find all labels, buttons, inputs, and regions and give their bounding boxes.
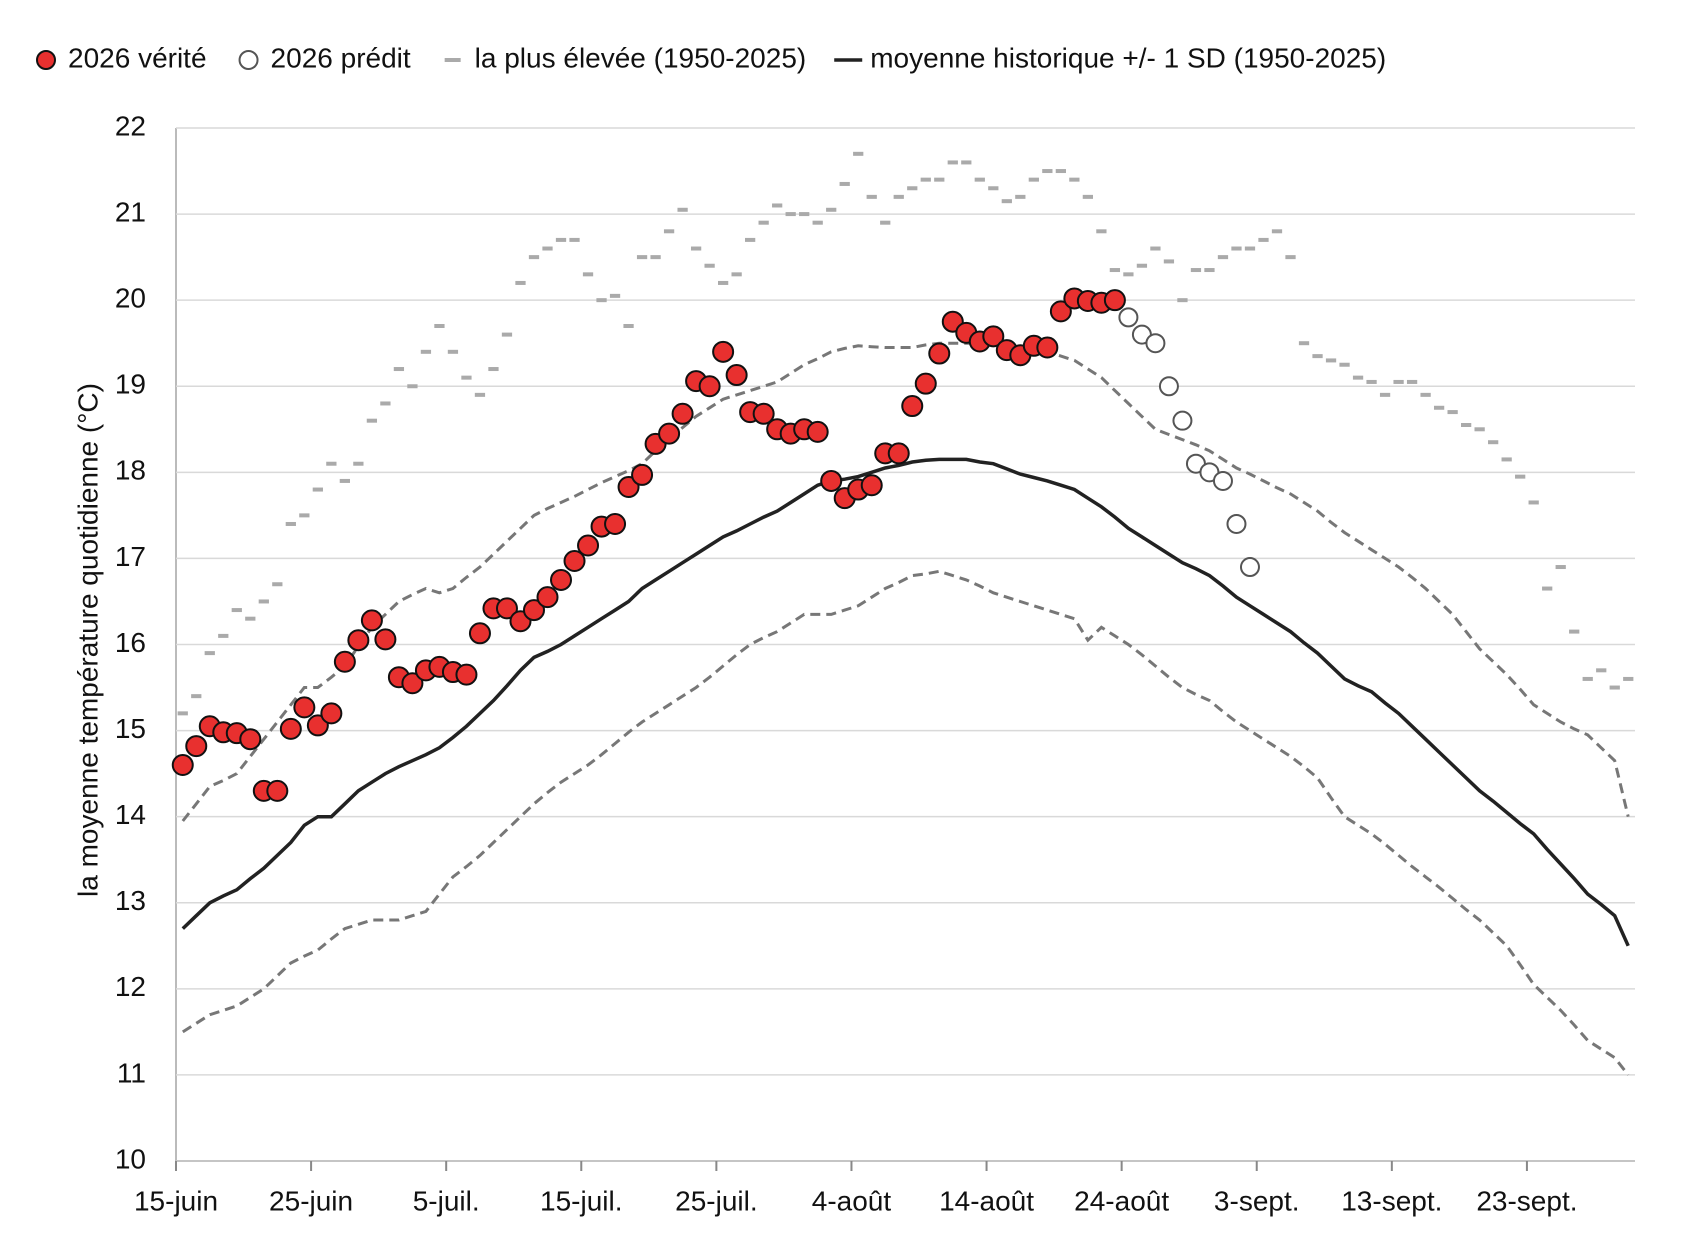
sd-line <box>181 341 1630 822</box>
predicted-point <box>1239 557 1260 578</box>
legend-symbol <box>36 50 56 70</box>
data-point <box>536 586 559 609</box>
x-tick-label: 25-juil. <box>675 1185 757 1216</box>
legend-label: la plus élevée (1950-2025) <box>475 42 807 73</box>
predicted-point <box>1118 307 1139 328</box>
predicted-point <box>1226 513 1247 534</box>
data-point <box>293 696 316 719</box>
data-point <box>577 534 600 557</box>
data-point <box>360 609 383 632</box>
data-point <box>671 402 694 425</box>
x-tick-label: 23-sept. <box>1476 1185 1577 1216</box>
y-tick-label: 12 <box>115 971 146 1002</box>
data-point <box>495 597 518 620</box>
data-point <box>928 342 951 365</box>
mean-line <box>181 457 1630 947</box>
x-tick-label: 4-août <box>812 1185 892 1216</box>
predicted-point <box>1158 376 1179 397</box>
data-point <box>752 402 775 425</box>
data-point <box>266 779 289 802</box>
data-point <box>860 474 883 497</box>
sd-line <box>181 569 1630 1076</box>
x-tick-label: 24-août <box>1074 1185 1169 1216</box>
legend-label: 2026 prédit <box>271 42 411 73</box>
x-tick-label: 15-juil. <box>540 1185 622 1216</box>
data-point <box>320 702 343 725</box>
lines-layer <box>177 151 1634 1076</box>
y-tick-label: 16 <box>115 627 146 658</box>
y-tick-label: 22 <box>115 110 146 141</box>
data-point <box>550 568 573 591</box>
y-tick-label: 19 <box>115 369 146 400</box>
y-tick-label: 20 <box>115 283 146 314</box>
grid-layer <box>175 127 1635 1171</box>
y-tick-label: 11 <box>117 1057 146 1088</box>
data-point <box>604 512 627 535</box>
data-point <box>455 663 478 686</box>
data-point <box>239 728 262 751</box>
data-point <box>806 420 829 443</box>
y-tick-label: 17 <box>115 541 146 572</box>
x-tick-label: 13-sept. <box>1341 1185 1442 1216</box>
data-point <box>1036 336 1059 359</box>
data-point <box>820 469 843 492</box>
data-point <box>468 622 491 645</box>
x-tick-label: 25-juin <box>269 1185 353 1216</box>
legend-symbol <box>238 50 259 70</box>
predicted-point <box>1172 410 1193 431</box>
data-point <box>982 325 1005 348</box>
data-point <box>1049 300 1072 323</box>
x-tick-label: 3-sept. <box>1214 1185 1300 1216</box>
data-point <box>1103 289 1126 312</box>
data-point <box>306 714 329 737</box>
x-tick-label: 14-août <box>939 1185 1034 1216</box>
data-point <box>725 364 748 387</box>
data-point <box>171 754 194 777</box>
data-point <box>401 672 424 695</box>
marks-layer <box>171 287 1260 802</box>
data-point <box>712 340 735 363</box>
data-point <box>698 375 721 398</box>
data-point <box>914 372 937 395</box>
predicted-point <box>1212 470 1233 491</box>
data-point <box>185 735 208 758</box>
data-point <box>374 628 397 651</box>
y-tick-label: 10 <box>115 1143 146 1174</box>
data-point <box>617 475 640 498</box>
y-tick-label: 18 <box>115 455 146 486</box>
x-tick-label: 5-juil. <box>413 1185 480 1216</box>
data-point <box>631 463 654 486</box>
data-point <box>563 549 586 572</box>
legend-label: moyenne historique +/- 1 SD (1950-2025) <box>870 42 1386 73</box>
data-point <box>522 599 545 622</box>
data-point <box>658 422 681 445</box>
y-tick-label: 13 <box>115 885 146 916</box>
data-point <box>347 629 370 652</box>
x-tick-label: 15-juin <box>134 1185 218 1216</box>
y-tick-label: 14 <box>115 799 146 830</box>
data-point <box>901 395 924 418</box>
y-tick-label: 15 <box>115 713 146 744</box>
predicted-point <box>1145 333 1166 354</box>
data-point <box>279 717 302 740</box>
labels-layer: 10 11 12 13 14 15 16 17 18 19 20 21 22 15-juin 25-juin… <box>36 42 1578 1216</box>
data-point <box>887 442 910 465</box>
y-axis-title: la moyenne température quotidienne (°C) <box>72 383 103 897</box>
data-point <box>333 650 356 673</box>
y-tick-label: 21 <box>115 196 146 227</box>
legend-label: 2026 vérité <box>68 42 207 73</box>
